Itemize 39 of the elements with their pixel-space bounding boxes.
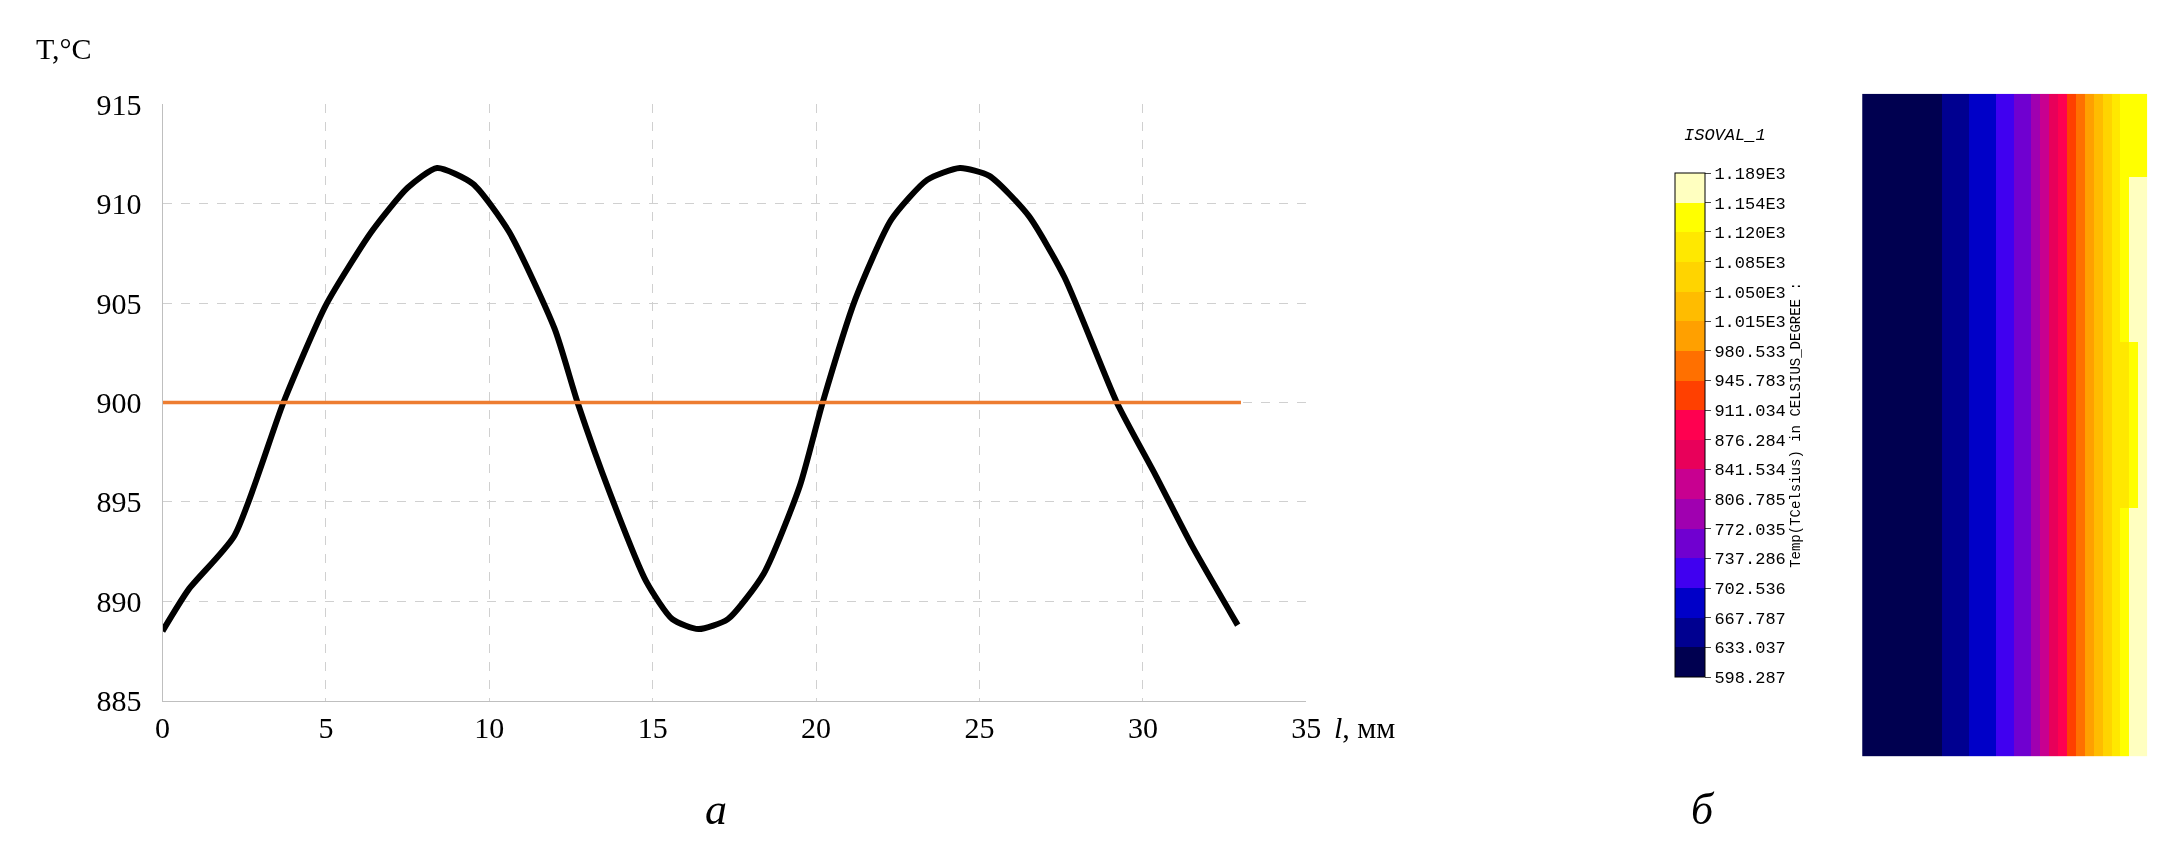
text: б (1691, 785, 1715, 834)
x-tick-label: 0 (155, 710, 171, 744)
y-tick-label: 910 (96, 187, 142, 221)
color-bar-label: 980.533 (1714, 342, 1786, 362)
x-tick-label: 5 (318, 710, 334, 744)
color-bar-title: Temp(TCelsius) in CELSIUS_DEGREE : (1787, 282, 1804, 568)
color-bar-label: 841.534 (1714, 461, 1786, 481)
y-tick-label: 885 (96, 684, 142, 718)
color-bar-label: 911.034 (1714, 402, 1786, 422)
color-bar-label: 667.787 (1714, 609, 1786, 629)
text: а (705, 785, 727, 834)
x-tick-label: 15 (637, 710, 668, 744)
y-tick-label: 895 (96, 485, 142, 519)
y-tick-label: 915 (96, 87, 142, 121)
x-tick-label: 30 (1127, 710, 1158, 744)
x-axis-title: l, мм (1334, 711, 1396, 744)
color-bar-label: 702.536 (1714, 580, 1786, 599)
x-tick-label: 35 (1291, 710, 1322, 744)
legend-title: ISOVAL_1 (1684, 126, 1766, 145)
color-bar-label: 1.015E3 (1714, 313, 1786, 333)
color-bar-label: 598.287 (1714, 668, 1786, 688)
y-tick-label: 905 (96, 286, 142, 320)
x-tick-label: 25 (964, 710, 995, 744)
y-tick-label: 900 (96, 386, 142, 419)
color-bar-label: 1.050E3 (1714, 283, 1786, 303)
color-bar-label: 945.783 (1714, 372, 1786, 392)
color-bar-label: 1.189E3 (1714, 164, 1786, 184)
color-bar-label: 1.085E3 (1714, 253, 1786, 273)
color-bar-label: 1.154E3 (1714, 194, 1786, 214)
color-bar-label: 876.284 (1714, 431, 1786, 451)
color-bar-label: 1.120E3 (1714, 223, 1786, 243)
color-bar-label: 806.785 (1714, 491, 1786, 511)
color-bar-label: 772.035 (1714, 520, 1786, 540)
y-tick-label: 890 (96, 584, 142, 618)
color-bar-label: 633.037 (1714, 639, 1786, 659)
x-tick-label: 20 (801, 710, 832, 744)
y-axis-title: T,°C (36, 32, 92, 65)
color-bar-label: 737.286 (1714, 550, 1786, 570)
x-tick-label: 10 (474, 710, 505, 744)
